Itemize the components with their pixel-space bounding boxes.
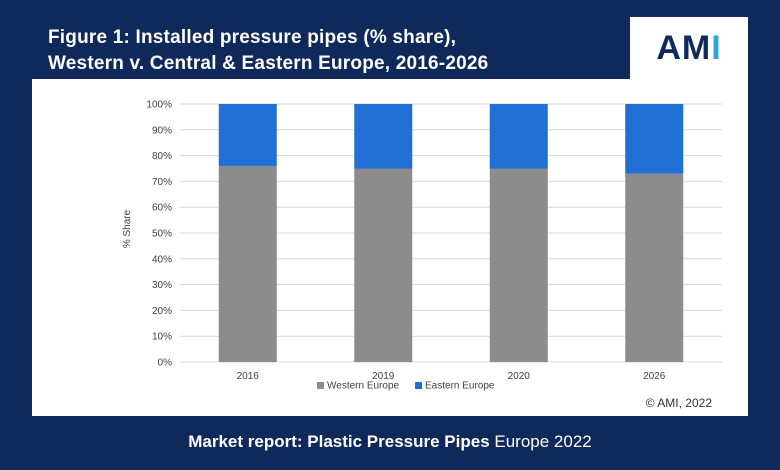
title-line-2: Western v. Central & Eastern Europe, 201… xyxy=(48,53,489,74)
stacked-bar-chart: 0%10%20%30%40%50%60%70%80%90%100% 2016 20… xyxy=(122,100,722,410)
y-tick-label: 30% xyxy=(152,280,172,291)
y-tick-label: 20% xyxy=(152,306,172,317)
x-tick-label: 2016 xyxy=(237,371,260,382)
bar-eastern-europe-2026 xyxy=(625,104,684,174)
x-axis-ticks: 2016 2019 2020 2026 xyxy=(237,371,666,382)
x-tick-label: 2019 xyxy=(372,371,395,382)
y-tick-label: 80% xyxy=(152,151,172,162)
x-tick-label: 2020 xyxy=(508,371,531,382)
footer-regular-text: Europe 2022 xyxy=(489,432,592,451)
y-tick-label: 50% xyxy=(152,229,172,240)
ami-logo: AM I xyxy=(630,17,748,79)
legend-label: Eastern Europe xyxy=(425,381,495,392)
bar-eastern-europe-2019 xyxy=(354,104,413,169)
legend-label: Western Europe xyxy=(327,381,400,392)
logo-main-text: AM xyxy=(656,28,712,67)
footer-bold-text: Market report: Plastic Pressure Pipes xyxy=(188,432,490,451)
y-tick-label: 70% xyxy=(152,177,172,188)
y-tick-label: 90% xyxy=(152,125,172,136)
legend-swatch xyxy=(415,382,422,389)
y-axis-ticks: 0% 10% 20% 30% 40% 50% 60% 70% 80% 90% 100% xyxy=(146,100,172,369)
bars xyxy=(218,104,684,362)
bar-western-europe-2026 xyxy=(625,173,684,362)
copyright: © AMI, 2022 xyxy=(646,396,713,410)
footer: Market report: Plastic Pressure Pipes Eu… xyxy=(0,432,780,452)
bar-western-europe-2019 xyxy=(354,168,413,362)
title-line-1: Figure 1: Installed pressure pipes (% sh… xyxy=(48,27,457,48)
chart-panel: 0% 10% 20% 30% 40% 50% 60% 70% 80% 90% 100% 2016 20… xyxy=(32,79,748,416)
y-tick-label: 40% xyxy=(152,254,172,265)
legend: Western Europe Eastern Europe xyxy=(317,381,495,392)
figure-title: Figure 1: Installed pressure pipes (% sh… xyxy=(48,25,488,77)
bar-western-europe-2016 xyxy=(218,165,277,362)
y-tick-label: 100% xyxy=(146,100,172,111)
bar-eastern-europe-2020 xyxy=(489,104,548,169)
x-tick-label: 2026 xyxy=(643,371,666,382)
bar-eastern-europe-2016 xyxy=(218,104,277,166)
y-tick-label: 10% xyxy=(152,332,172,343)
y-tick-label: 0% xyxy=(158,358,173,369)
y-axis-label: % Share xyxy=(122,209,133,248)
logo-accent-text: I xyxy=(711,28,722,67)
legend-swatch xyxy=(317,382,324,389)
bar-western-europe-2020 xyxy=(489,168,548,362)
y-tick-label: 60% xyxy=(152,203,172,214)
